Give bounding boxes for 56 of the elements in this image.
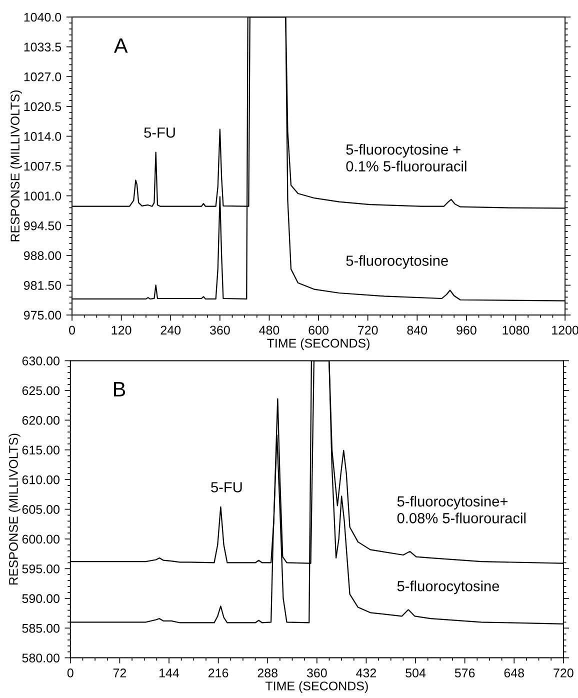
x-tick-label: 0 [67,668,74,678]
x-tick-label: 120 [112,326,132,335]
x-tick-label: 576 [454,668,475,678]
y-tick-label: 585.00 [22,624,60,633]
x-tick-label: 0 [69,326,76,335]
text: B [114,382,126,396]
x-tick-label: 432 [356,668,376,678]
x-tick-label: 360 [210,326,230,335]
annotation: 5-FU [211,482,242,492]
x-tick-label: 240 [160,326,181,335]
y-tick-label: 600.00 [22,534,60,544]
x-tick-label: 288 [258,668,278,678]
text: 5-fluorocytosine+ 0.08% 5-fluorouracil [397,496,526,524]
x-tick-label: 504 [406,668,426,678]
y-tick-label: 981.50 [24,281,62,290]
y-tick-label: 1020.5 [24,102,62,112]
x-tick-label: 216 [208,668,228,678]
series-label: 5-fluorocytosine [397,580,500,594]
x-axis-title: TIME (SECONDS) [267,338,370,350]
x-tick-label: 648 [504,668,524,678]
x-tick-label: 72 [113,668,126,678]
x-tick-label: 720 [358,326,378,335]
y-tick-label: 1033.5 [24,42,62,52]
y-axis-title: RESPONSE (MILLIVOLTS) [10,90,22,242]
y-tick-label: 595.00 [22,564,60,574]
y-tick-label: 1007.5 [24,162,62,171]
y-tick-label: 625.00 [22,386,60,396]
series-label: 5-fluorocytosine [346,255,448,269]
y-tick-label: 1040.0 [24,12,62,22]
y-tick-label: 988.00 [24,251,62,260]
y-tick-label: 605.00 [22,505,60,514]
y-tick-label: 975.00 [24,310,62,320]
x-tick-label: 720 [554,668,574,678]
y-tick-label: 1027.0 [24,72,62,82]
y-tick-label: 994.50 [24,221,62,230]
y-axis-title: RESPONSE (MILLIVOLTS) [8,434,20,585]
y-tick-label: 610.00 [22,475,60,484]
x-tick-label: 960 [456,326,476,335]
x-tick-label: 1200 [552,326,578,335]
x-tick-label: 840 [407,326,428,335]
y-tick-label: 630.00 [22,356,60,366]
y-tick-label: 615.00 [22,446,60,454]
y-tick-label: 1014.0 [24,132,62,141]
x-axis-title: TIME (SECONDS) [265,681,368,693]
y-tick-label: 1001.0 [24,192,62,200]
annotation: 5-FU [144,128,175,138]
x-tick-label: 144 [160,668,180,678]
x-tick-label: 600 [308,326,328,335]
x-tick-label: 480 [259,326,280,335]
x-tick-label: 1080 [502,326,530,335]
text: A [114,38,128,53]
text: 5-fluorocytosine + 0.1% 5-fluorouracil [346,144,466,172]
y-tick-label: 580.00 [22,654,60,662]
y-tick-label: 590.00 [22,594,60,604]
x-tick-label: 360 [306,668,327,678]
y-tick-label: 620.00 [22,416,60,425]
